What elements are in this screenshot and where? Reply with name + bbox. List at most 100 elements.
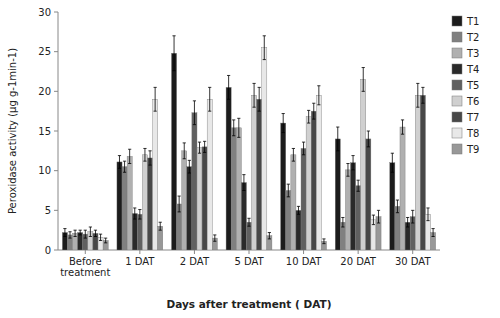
error-bar <box>89 227 92 237</box>
error-line <box>243 175 244 191</box>
error-bar <box>421 87 424 103</box>
error-cap <box>193 124 196 125</box>
error-cap <box>406 217 409 218</box>
bar <box>306 117 311 250</box>
error-cap <box>213 234 216 235</box>
bar <box>132 214 137 250</box>
error-bar <box>297 206 300 214</box>
error-cap <box>372 224 375 225</box>
error-cap <box>282 132 285 133</box>
series <box>98 36 431 250</box>
error-cap <box>183 158 186 159</box>
error-line <box>358 180 359 191</box>
error-bar <box>317 86 320 105</box>
series <box>73 118 406 250</box>
legend-swatch <box>452 144 462 154</box>
error-cap <box>99 234 102 235</box>
error-cap <box>84 238 87 239</box>
error-line <box>363 68 364 92</box>
error-bar <box>183 143 186 159</box>
error-cap <box>247 226 250 227</box>
error-line <box>433 229 434 237</box>
x-tick <box>303 250 304 254</box>
error-line <box>353 156 354 170</box>
series <box>78 156 411 250</box>
y-tick <box>54 170 58 171</box>
bars <box>62 36 435 250</box>
error-cap <box>138 209 141 210</box>
error-bar <box>411 210 414 223</box>
series <box>88 68 421 250</box>
error-cap <box>421 103 424 104</box>
error-line <box>100 234 101 240</box>
error-bar <box>252 83 255 107</box>
error-bar <box>159 222 162 230</box>
x-tick-label-line: 2 DAT <box>180 256 210 267</box>
legend-label: T7 <box>466 112 479 123</box>
error-bar <box>396 200 399 213</box>
error-cap <box>242 190 245 191</box>
y-tick-label: 30 <box>38 7 51 18</box>
legend-swatch <box>452 112 462 122</box>
error-line <box>70 232 71 238</box>
error-bar <box>258 87 261 111</box>
error-bar <box>322 239 325 244</box>
error-cap <box>148 165 151 166</box>
error-cap <box>99 240 102 241</box>
error-line <box>119 156 120 169</box>
error-cap <box>346 176 349 177</box>
error-cap <box>302 154 305 155</box>
error-cap <box>237 137 240 138</box>
bar <box>241 183 246 250</box>
bar <box>122 167 127 250</box>
error-cap <box>203 152 206 153</box>
error-bar <box>268 233 271 239</box>
error-line <box>209 87 210 111</box>
error-line <box>254 83 255 107</box>
error-bar <box>242 175 245 191</box>
x-tick <box>194 250 195 254</box>
bar <box>286 191 291 251</box>
error-bar <box>104 238 107 243</box>
error-line <box>308 110 309 123</box>
error-cap <box>73 236 76 237</box>
error-cap <box>198 153 201 154</box>
legend-swatch <box>452 96 462 106</box>
error-cap <box>227 99 230 100</box>
x-tick <box>412 250 413 254</box>
error-bar <box>263 36 266 60</box>
error-line <box>378 210 379 223</box>
error-cap <box>73 230 76 231</box>
error-cap <box>104 242 107 243</box>
error-cap <box>391 172 394 173</box>
error-line <box>194 101 195 125</box>
error-line <box>422 87 423 103</box>
error-cap <box>421 87 424 88</box>
legend-swatch <box>452 32 462 42</box>
error-line <box>155 87 156 111</box>
error-line <box>392 153 393 172</box>
bar <box>158 226 163 250</box>
bar <box>390 163 395 250</box>
error-line <box>184 143 185 159</box>
bar <box>252 95 257 250</box>
error-cap <box>336 127 339 128</box>
error-line <box>249 218 250 226</box>
x-tick <box>249 250 250 254</box>
error-bar <box>391 153 394 172</box>
error-cap <box>406 226 409 227</box>
bar <box>366 139 371 250</box>
error-cap <box>297 214 300 215</box>
bar <box>301 148 306 250</box>
error-cap <box>232 119 235 120</box>
series <box>93 87 426 250</box>
error-line <box>150 151 151 165</box>
error-cap <box>203 141 206 142</box>
legend-label: T6 <box>466 96 479 107</box>
error-bar <box>312 103 315 119</box>
error-line <box>283 114 284 133</box>
legend: T1T2T3T4T5T6T7T8T9 <box>452 16 479 155</box>
error-cap <box>292 161 295 162</box>
error-cap <box>68 238 71 239</box>
error-cap <box>263 35 266 36</box>
